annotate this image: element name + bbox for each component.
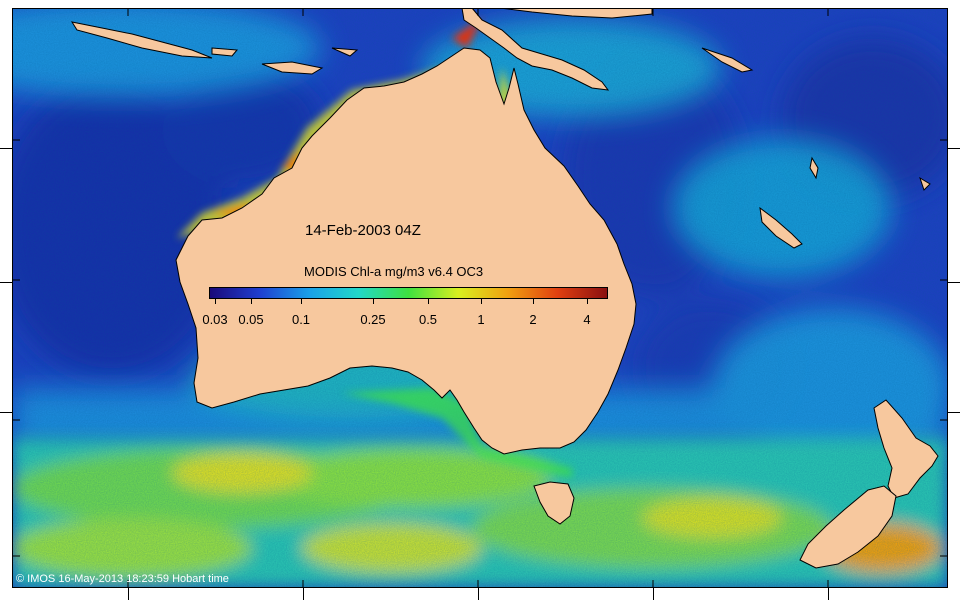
colorbar-tick-label: 4 <box>583 312 591 327</box>
australia <box>175 47 637 455</box>
new-zealand-north <box>873 399 939 499</box>
timor <box>261 61 324 75</box>
frame-tick <box>0 148 12 149</box>
credit-text: © IMOS 16-May-2013 18:23:59 Hobart time <box>16 573 229 585</box>
map-border <box>12 8 948 588</box>
colorbar-tick-label: 0.05 <box>238 312 264 327</box>
guinea-north <box>499 8 653 19</box>
frame-tick <box>828 588 829 600</box>
java-timor <box>70 21 213 59</box>
colorbar-tick <box>215 299 216 304</box>
frame-tick <box>653 588 654 600</box>
colorbar <box>209 287 608 299</box>
frame-tick <box>948 148 960 149</box>
new-caledonia <box>759 206 803 249</box>
new-guinea <box>461 8 610 91</box>
colorbar-tick <box>481 299 482 304</box>
frame-tick <box>0 412 12 413</box>
colorbar-tick <box>428 299 429 304</box>
frame-tick <box>128 588 129 600</box>
islands-b <box>331 47 359 57</box>
new-zealand-south <box>799 485 897 569</box>
colorbar-tick-label: 0.03 <box>202 312 228 327</box>
frame-tick <box>948 412 960 413</box>
colorbar-tick-label: 1 <box>477 312 485 327</box>
vanuatu <box>809 156 819 180</box>
frame-tick <box>478 588 479 600</box>
frame-tick <box>948 282 960 283</box>
frame-tick <box>0 282 12 283</box>
date-label: 14-Feb-2003 04Z <box>305 222 421 239</box>
solomons <box>701 47 754 73</box>
colorbar-tick <box>587 299 588 304</box>
chlorophyll-map <box>12 8 948 588</box>
land <box>70 8 939 569</box>
colorbar-tick <box>373 299 374 304</box>
tasmania <box>533 481 575 525</box>
islands-a <box>211 47 239 57</box>
colorbar-tick <box>301 299 302 304</box>
colorbar-tick <box>251 299 252 304</box>
colorbar-tick <box>533 299 534 304</box>
frame-tick <box>303 588 304 600</box>
fiji <box>919 176 931 191</box>
colorbar-tick-label: 2 <box>529 312 537 327</box>
product-label: MODIS Chl-a mg/m3 v6.4 OC3 <box>304 264 484 279</box>
colorbar-tick-label: 0.5 <box>418 312 438 327</box>
colorbar-tick-label: 0.25 <box>360 312 386 327</box>
map-canvas <box>12 8 948 588</box>
colorbar-tick-label: 0.1 <box>291 312 311 327</box>
grid-ticks <box>12 8 948 588</box>
